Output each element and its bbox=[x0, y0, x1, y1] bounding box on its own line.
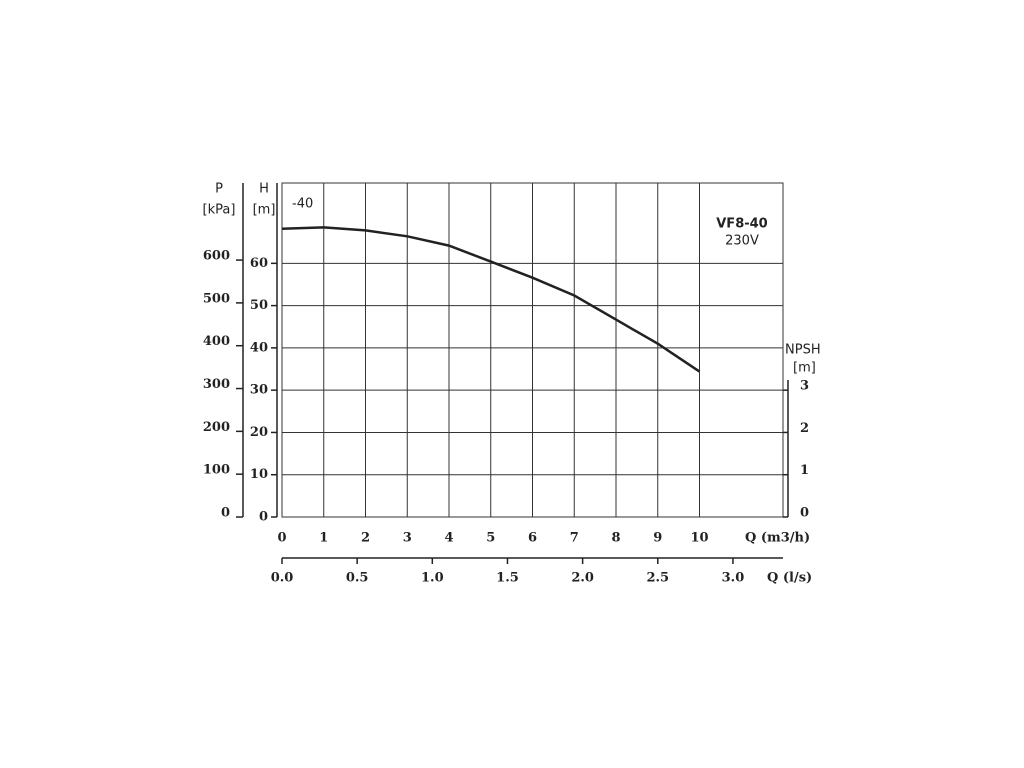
x2-tick-label: 3.0 bbox=[722, 571, 745, 586]
p-axis-unit: [kPa] bbox=[203, 203, 236, 218]
y-tick-label: 50 bbox=[250, 298, 268, 313]
x2-tick-label: 0.0 bbox=[271, 571, 294, 586]
y2-tick-label: 100 bbox=[203, 463, 230, 478]
annotation: -40 bbox=[292, 197, 313, 212]
x-tick-label: 3 bbox=[403, 531, 412, 546]
x-tick-label: 0 bbox=[277, 531, 286, 546]
x-tick-label: 4 bbox=[444, 531, 453, 546]
npsh-axis-unit: [m] bbox=[793, 361, 816, 376]
y-tick-label: 10 bbox=[250, 467, 268, 482]
y3-tick-label: 1 bbox=[800, 463, 809, 478]
y2-tick-label: 0 bbox=[221, 506, 230, 521]
x-tick-label: 2 bbox=[361, 531, 370, 546]
chart-subtitle: 230V bbox=[725, 234, 759, 249]
pump-curve bbox=[281, 226, 701, 373]
x-tick-label: 9 bbox=[653, 531, 662, 546]
y2-tick-label: 600 bbox=[203, 249, 230, 264]
chart-title: VF8-40 bbox=[716, 217, 767, 232]
y2-tick-label: 200 bbox=[203, 420, 230, 435]
p-axis-title: P bbox=[215, 182, 223, 197]
y2-tick-label: 400 bbox=[203, 334, 230, 349]
x-tick-label: 8 bbox=[611, 531, 620, 546]
x-axis-title: Q (m3/h) bbox=[745, 531, 810, 546]
h-axis-unit: [m] bbox=[253, 203, 276, 218]
x2-tick-label: 2.0 bbox=[571, 571, 594, 586]
x2-tick-label: 0.5 bbox=[346, 571, 369, 586]
y3-tick-label: 2 bbox=[800, 421, 809, 436]
h-axis-title: H bbox=[259, 182, 269, 197]
y-tick-label: 60 bbox=[250, 256, 268, 271]
x-tick-label: 10 bbox=[690, 531, 708, 546]
y-tick-label: 20 bbox=[250, 425, 268, 440]
y2-tick-label: 300 bbox=[203, 377, 230, 392]
y-tick-label: 0 bbox=[259, 510, 268, 525]
x2-tick-label: 2.5 bbox=[646, 571, 669, 586]
npsh-axis-title: NPSH bbox=[785, 343, 821, 358]
y-tick-label: 40 bbox=[250, 340, 268, 355]
x-tick-label: 7 bbox=[570, 531, 579, 546]
x-tick-label: 5 bbox=[486, 531, 495, 546]
x2-tick-label: 1.5 bbox=[496, 571, 519, 586]
y2-tick-label: 500 bbox=[203, 291, 230, 306]
x-tick-label: 1 bbox=[319, 531, 328, 546]
y-tick-label: 30 bbox=[250, 383, 268, 398]
x2-tick-label: 1.0 bbox=[421, 571, 444, 586]
y3-tick-label: 3 bbox=[800, 379, 809, 394]
x-tick-label: 6 bbox=[528, 531, 537, 546]
y3-tick-label: 0 bbox=[800, 506, 809, 521]
x2-axis-title: Q (l/s) bbox=[767, 571, 812, 586]
